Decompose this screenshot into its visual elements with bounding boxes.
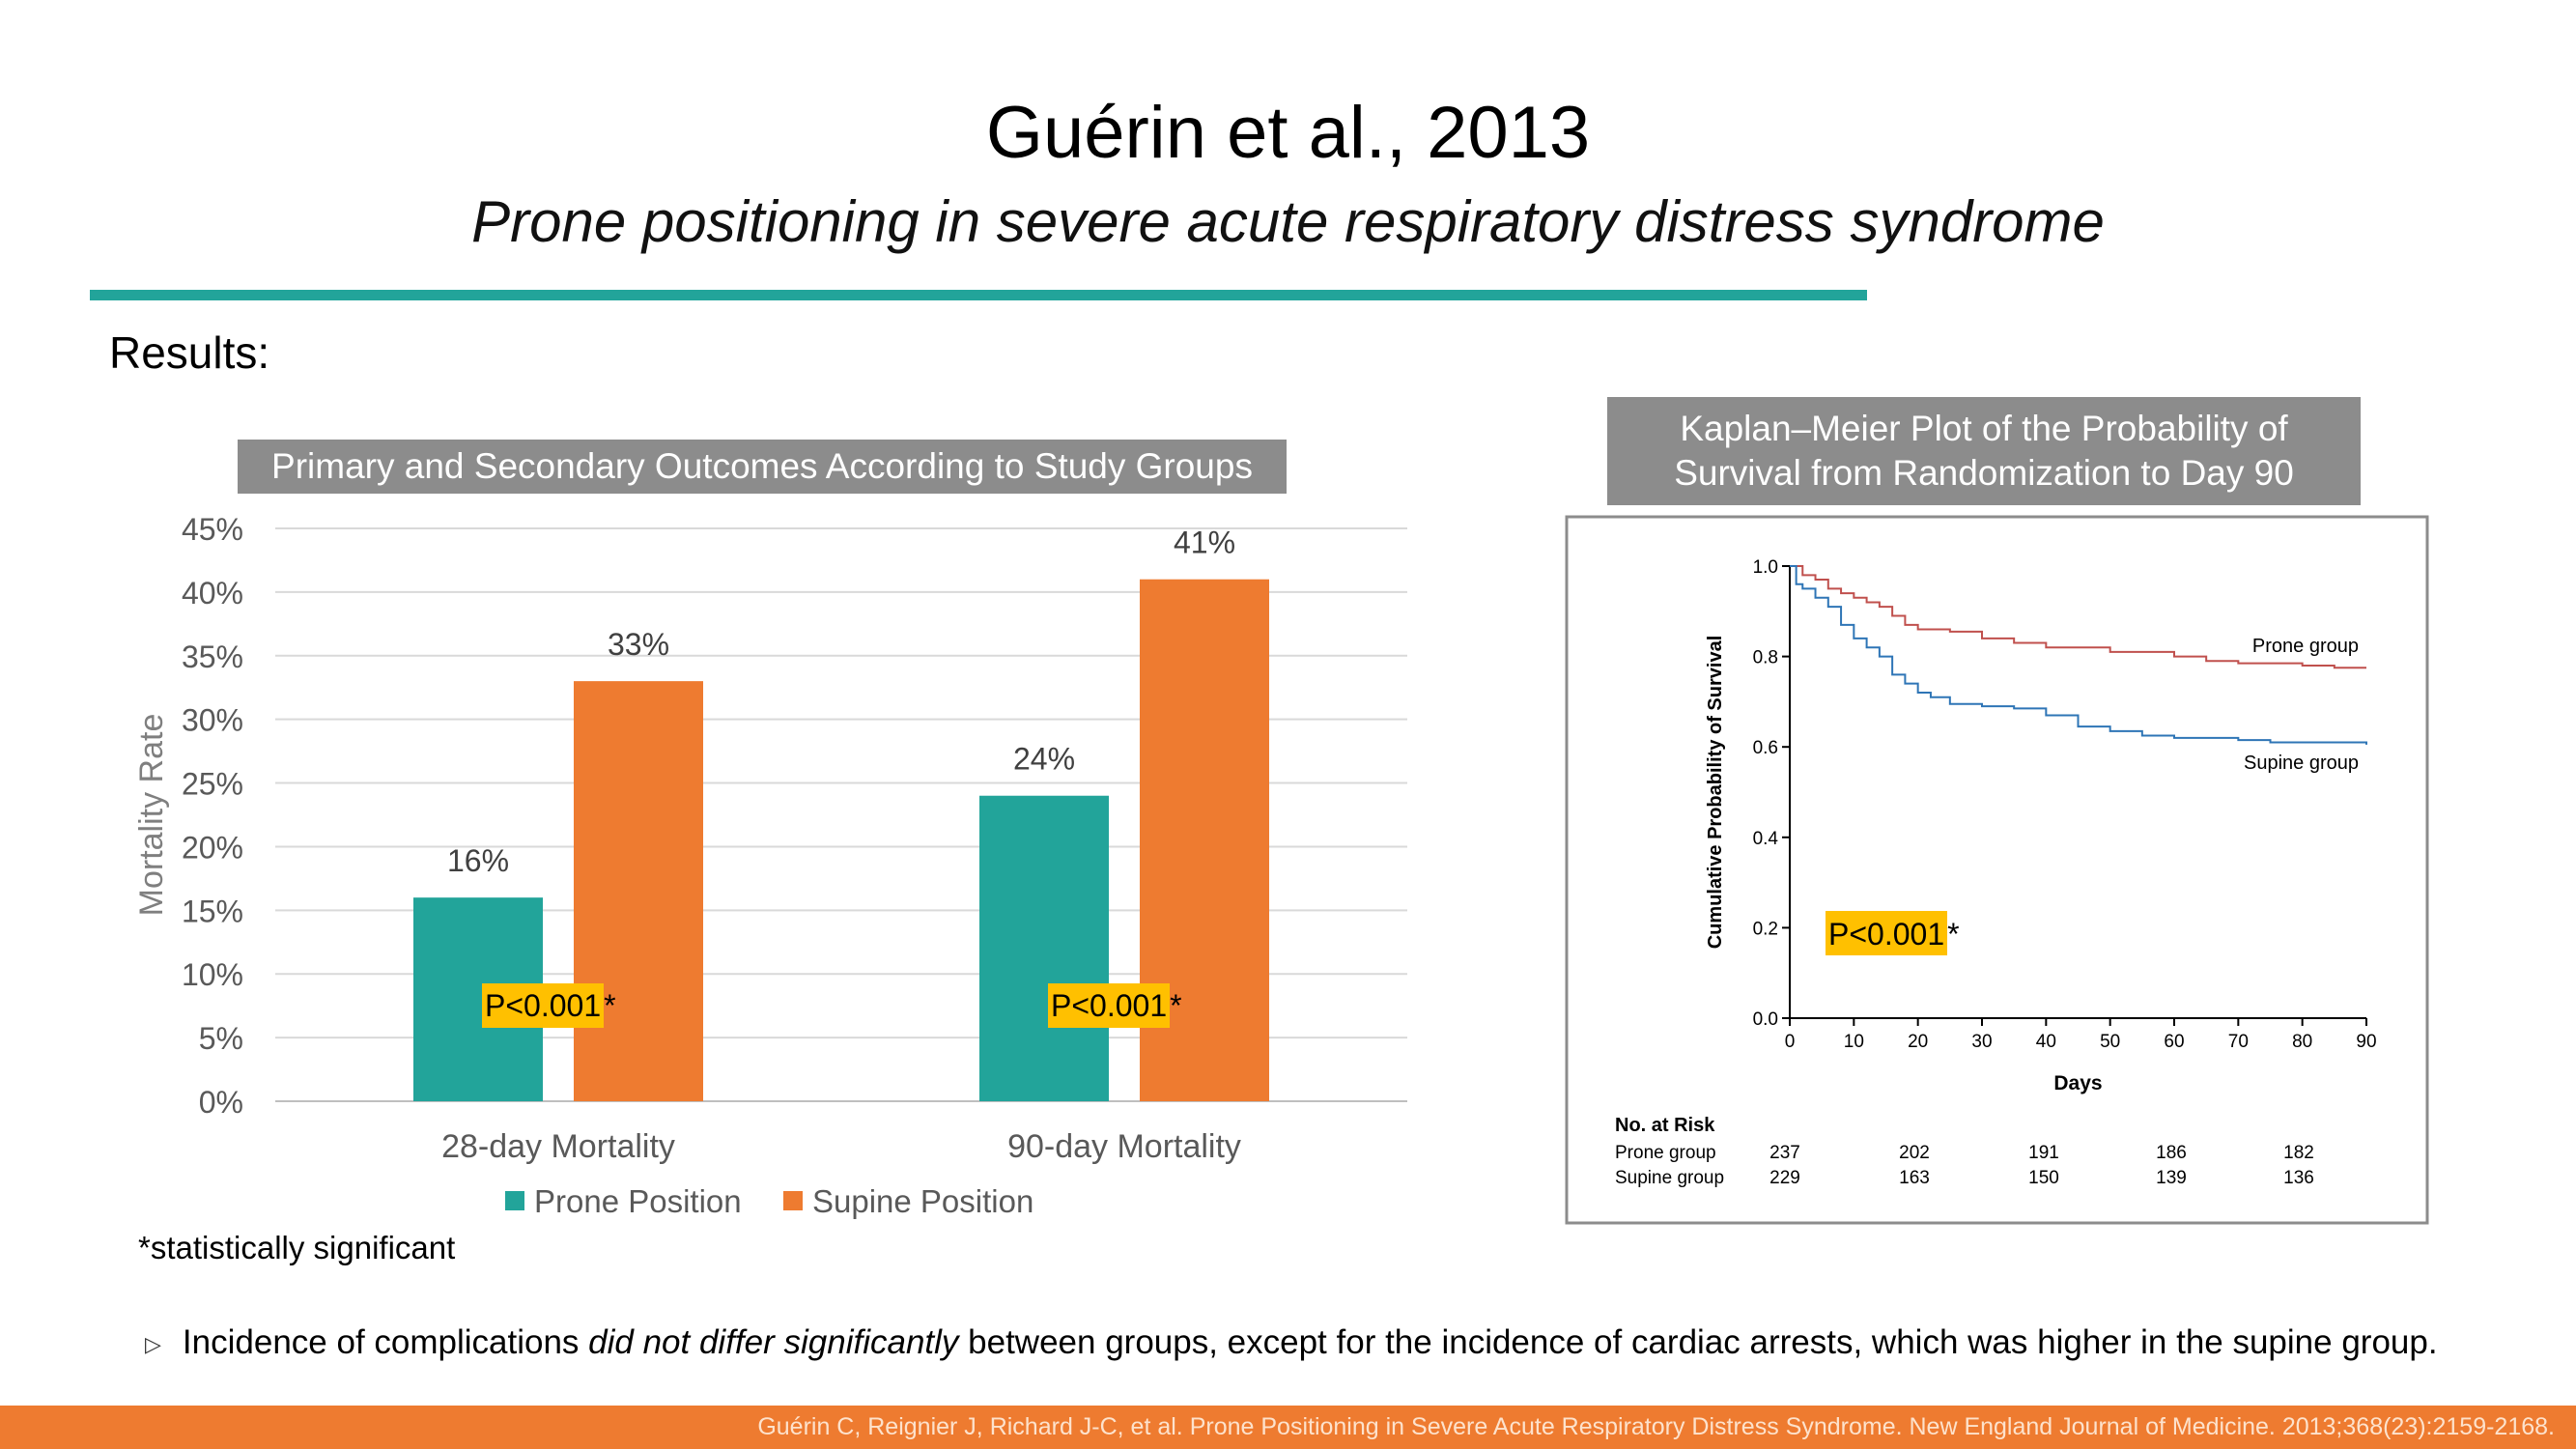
km-survival-curve [1790,565,2367,745]
p-value-highlight [1048,983,1170,1028]
km-frame [1565,515,2429,1225]
bullet-text-emphasis: did not differ significantly [588,1323,959,1361]
km-y-tick-label: 0.6 [1753,738,1778,758]
bar-y-tick-label: 0% [199,1085,243,1120]
km-survival-curve [1790,565,2366,669]
km-y-tick-label: 0.8 [1753,648,1778,668]
legend-label: Prone Position [534,1183,742,1219]
km-y-tick-label: 1.0 [1753,557,1778,578]
km-title-line-1: Kaplan–Meier Plot of the Probability of [1680,409,2288,448]
km-x-tick-label: 40 [2036,1032,2056,1052]
risk-table-row-label: Prone group [1615,1143,1716,1163]
slide-subtitle: Prone positioning in severe acute respir… [471,189,2105,254]
bar-y-tick-label: 5% [199,1021,243,1056]
bullet-text-before: Incidence of complications [182,1323,589,1361]
significance-note: *statistically significant [138,1230,456,1265]
km-y-tick-label: 0.0 [1753,1009,1778,1030]
title-divider [90,290,1867,300]
p-value-annotation: P<0.001* [485,988,616,1023]
bar-y-tick-label: 30% [182,703,243,738]
risk-table-value: 202 [1899,1143,1930,1163]
km-x-tick-label: 90 [2356,1032,2376,1052]
risk-table-value: 237 [1769,1143,1800,1163]
risk-table-value: 150 [2028,1168,2059,1188]
risk-table-value: 186 [2156,1143,2187,1163]
section-label: Results: [109,327,270,378]
risk-table-value: 136 [2283,1168,2314,1188]
footer-bar: Guérin C, Reignier J, Richard J-C, et al… [0,1406,2576,1449]
km-series-label: Supine group [2244,753,2359,774]
p-value-annotation: P<0.001* [1051,988,1182,1023]
bar-y-tick-label: 15% [182,894,243,928]
p-value-annotation: P<0.001* [1828,917,1960,952]
bar-y-tick-label: 40% [182,576,243,611]
km-series-label: Prone group [2252,636,2359,657]
bullet-text-after: between groups, except for the incidence… [958,1323,2438,1361]
risk-table-value: 229 [1769,1168,1800,1188]
bar [979,795,1109,1101]
km-y-axis-label: Cumulative Probability of Survival [1705,636,1726,950]
bar [574,681,703,1101]
bar-data-label: 33% [608,627,669,662]
risk-table-value: 182 [2283,1143,2314,1163]
bar-y-tick-label: 35% [182,639,243,674]
p-value-highlight [1826,911,1947,955]
risk-table-value: 191 [2028,1143,2059,1163]
km-x-tick-label: 50 [2100,1032,2120,1052]
km-x-tick-label: 60 [2164,1032,2184,1052]
km-x-tick-label: 30 [1971,1032,1992,1052]
bullet-point: ▷ Incidence of complications did not diff… [145,1319,2540,1369]
km-x-tick-label: 0 [1785,1032,1796,1052]
bar-y-tick-label: 10% [182,957,243,992]
bar-data-label: 16% [447,843,509,878]
citation: Guérin C, Reignier J, Richard J-C, et al… [757,1413,2555,1440]
km-x-tick-label: 10 [1844,1032,1864,1052]
bar-chart-title: Primary and Secondary Outcomes According… [238,440,1287,494]
bullet-triangle-icon: ▷ [145,1331,161,1356]
bar-y-tick-label: 45% [182,512,243,547]
km-x-tick-label: 80 [2292,1032,2312,1052]
legend-swatch [505,1191,524,1210]
km-chart: 0.0 0.2 0.4 0.6 0.8 1.0 0 10 20 30 40 50 60 70 80 90 Day… [1565,515,2429,1225]
risk-table-row-label: Supine group [1615,1168,1724,1188]
risk-table-header: No. at Risk [1615,1115,1715,1136]
bar-data-label: 41% [1174,526,1235,560]
km-title-line-2: Survival from Randomization to Day 90 [1674,453,2294,493]
slide-title: Guérin et al., 2013 [985,92,1591,174]
legend-label: Supine Position [812,1183,1033,1219]
risk-table-value: 139 [2156,1168,2187,1188]
bar-chart: 0% 5% 10% 15% 20% 25% 30% 35% 40% 45% Mortality Ra… [133,512,1407,1219]
km-y-tick-label: 0.4 [1753,829,1779,849]
bar-y-tick-label: 25% [182,767,243,802]
bar-category-label: 28-day Mortality [441,1128,675,1165]
p-value-highlight [482,983,604,1028]
risk-table-value: 163 [1899,1168,1930,1188]
km-y-tick-label: 0.2 [1753,919,1778,939]
bar-data-label: 24% [1013,742,1075,777]
bar-category-label: 90-day Mortality [1007,1128,1241,1165]
km-chart-title: Kaplan–Meier Plot of the Probability of … [1607,397,2361,505]
km-x-tick-label: 70 [2228,1032,2249,1052]
km-x-tick-label: 20 [1908,1032,1928,1052]
bar-y-tick-label: 20% [182,830,243,865]
km-x-axis-label: Days [2053,1072,2102,1094]
bar-y-axis-label: Mortality Rate [133,714,170,917]
legend-swatch [783,1191,803,1210]
